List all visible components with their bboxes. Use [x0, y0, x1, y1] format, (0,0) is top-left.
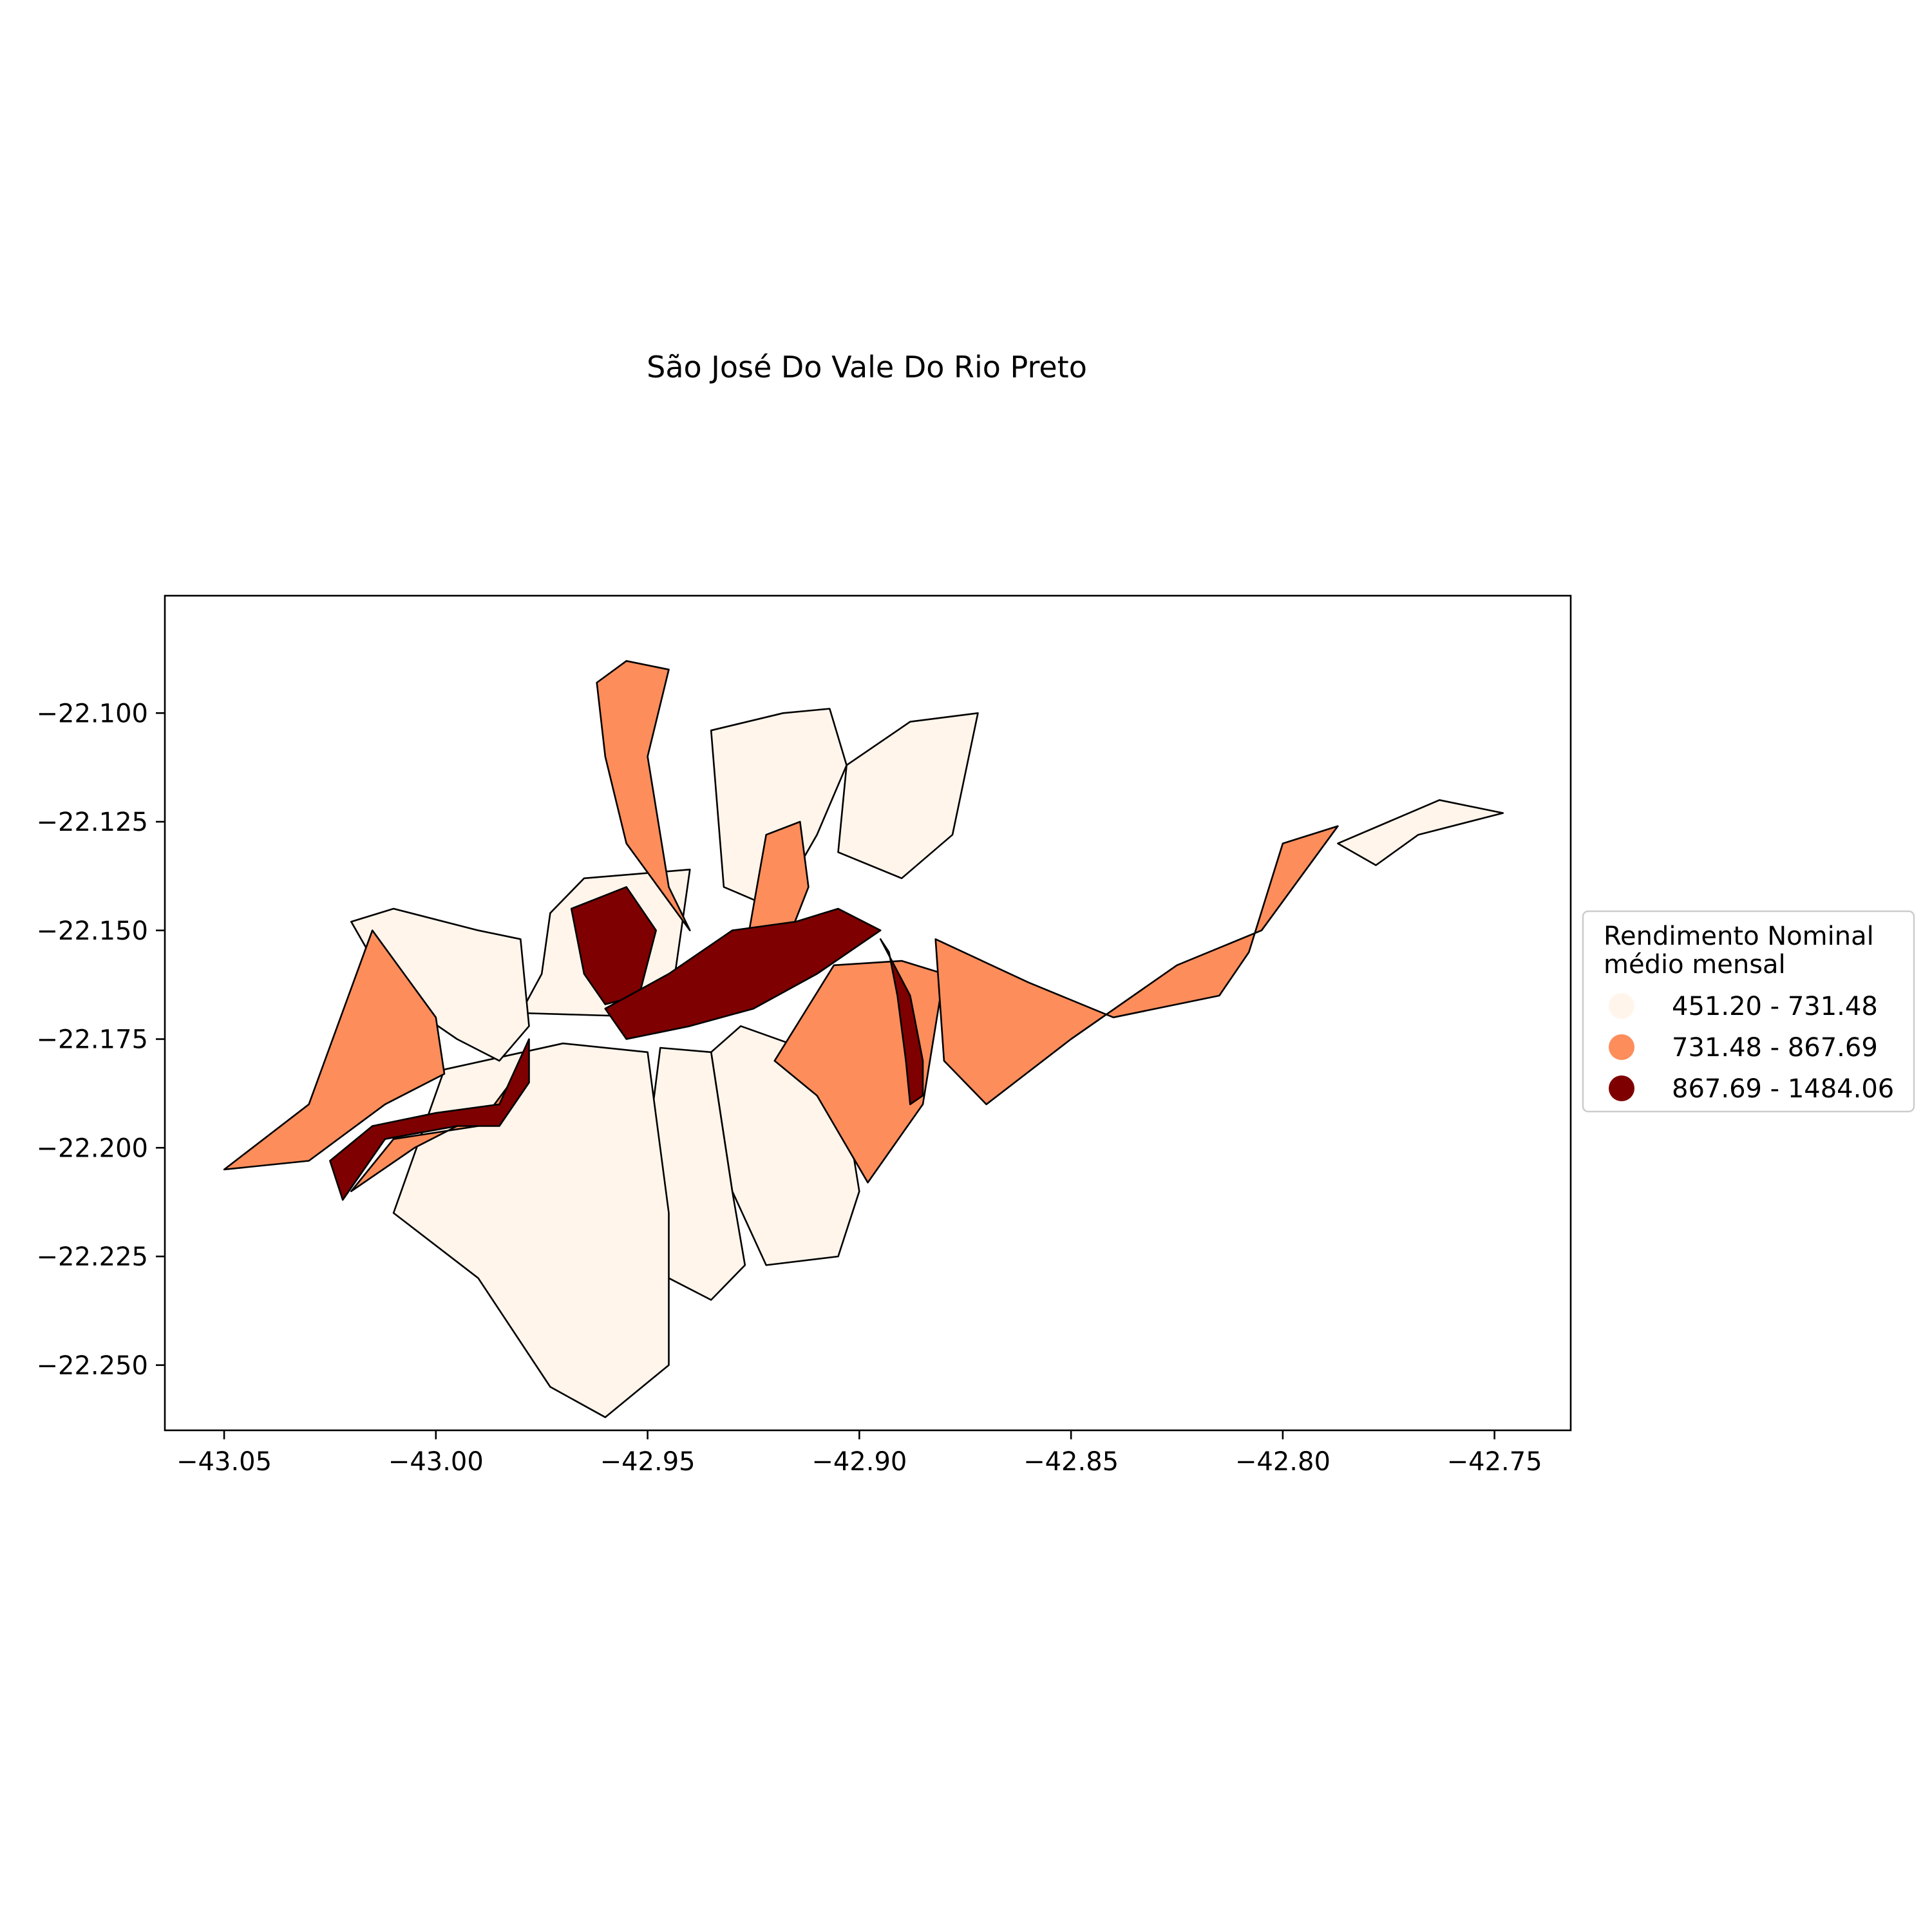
- legend-title-line1: Rendimento Nominal: [1604, 922, 1874, 951]
- legend-label: 867.69 - 1484.06: [1672, 1074, 1894, 1104]
- map-regions: [223, 660, 1504, 1418]
- map-region: [934, 825, 1339, 1106]
- x-tick-label: −42.75: [1447, 1447, 1542, 1477]
- y-axis: −22.100 −22.125 −22.150 −22.175 −22.200 −22.2…: [37, 699, 165, 1381]
- legend-label: 731.48 - 867.69: [1672, 1033, 1878, 1063]
- map-region: [837, 712, 979, 880]
- legend-marker: [1609, 1075, 1634, 1101]
- x-tick-label: −43.05: [176, 1447, 272, 1477]
- x-tick-label: −42.80: [1235, 1447, 1331, 1477]
- y-tick-label: −22.100: [37, 699, 148, 728]
- legend-marker: [1609, 1034, 1634, 1060]
- x-tick-label: −42.95: [600, 1447, 696, 1477]
- plot-frame: [164, 594, 1572, 1432]
- x-tick-label: −43.00: [388, 1447, 484, 1477]
- y-tick-label: −22.150: [37, 916, 148, 946]
- map-region: [1337, 799, 1504, 866]
- map-region: [748, 820, 810, 953]
- map-region: [596, 660, 691, 931]
- map-region: [329, 1038, 530, 1201]
- map-region: [604, 907, 882, 1040]
- map-region: [223, 929, 446, 1171]
- map-title: São José Do Vale Do Rio Preto: [647, 350, 1087, 384]
- y-tick-label: −22.125: [37, 808, 148, 837]
- map-region: [879, 938, 924, 1106]
- legend-label: 451.20 - 731.48: [1672, 992, 1878, 1021]
- legend-marker: [1609, 993, 1634, 1019]
- map-region: [392, 1042, 670, 1418]
- y-tick-label: −22.250: [37, 1351, 148, 1381]
- legend-title-line2: médio mensal: [1604, 950, 1786, 980]
- x-tick-label: −42.90: [811, 1447, 907, 1477]
- legend-items: 451.20 - 731.48 731.48 - 867.69 867.69 - 1…: [1609, 992, 1894, 1104]
- legend: Rendimento Nominal médio mensal 451.20 -…: [1582, 910, 1915, 1113]
- map-region: [710, 708, 848, 910]
- y-tick-label: −22.200: [37, 1133, 148, 1163]
- y-tick-label: −22.175: [37, 1025, 148, 1055]
- x-axis: −43.05 −43.00 −42.95 −42.90 −42.85 −42.80 −42.…: [176, 1430, 1542, 1477]
- y-tick-label: −22.225: [37, 1242, 148, 1272]
- x-tick-label: −42.85: [1023, 1447, 1119, 1477]
- legend-box: [1582, 910, 1915, 1113]
